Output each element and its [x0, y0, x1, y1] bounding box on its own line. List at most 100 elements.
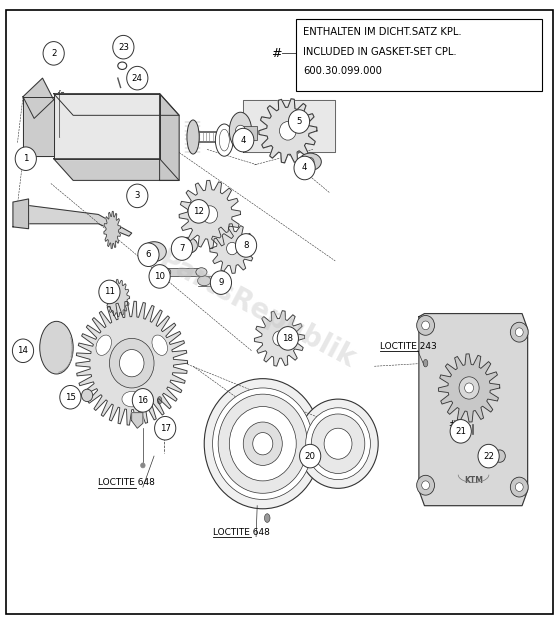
Circle shape	[149, 265, 170, 288]
Circle shape	[132, 389, 154, 412]
Circle shape	[188, 199, 209, 223]
Ellipse shape	[110, 338, 154, 388]
Text: LOCTITE 648: LOCTITE 648	[98, 478, 155, 487]
Text: 21: 21	[455, 427, 466, 436]
Polygon shape	[160, 94, 179, 180]
Ellipse shape	[264, 514, 270, 522]
Ellipse shape	[416, 475, 434, 495]
Ellipse shape	[177, 237, 197, 253]
Ellipse shape	[160, 268, 170, 276]
Text: 15: 15	[65, 392, 76, 402]
Text: 17: 17	[160, 424, 170, 433]
Polygon shape	[23, 97, 54, 156]
Polygon shape	[106, 279, 130, 317]
Circle shape	[99, 280, 120, 304]
Ellipse shape	[82, 389, 93, 402]
Bar	[296, 19, 542, 91]
Ellipse shape	[152, 335, 168, 355]
Circle shape	[294, 156, 315, 179]
Polygon shape	[76, 301, 187, 425]
Text: PartsRepublik: PartsRepublik	[154, 247, 361, 374]
Polygon shape	[54, 94, 179, 116]
Circle shape	[43, 42, 64, 65]
Text: 12: 12	[193, 207, 204, 216]
Text: 10: 10	[154, 272, 165, 281]
Text: 20: 20	[305, 451, 316, 461]
Ellipse shape	[150, 247, 159, 256]
Ellipse shape	[510, 322, 528, 342]
Text: 14: 14	[17, 347, 29, 355]
Ellipse shape	[311, 414, 365, 473]
Text: #: #	[448, 420, 456, 430]
Circle shape	[210, 271, 231, 294]
Ellipse shape	[465, 383, 473, 393]
Text: 9: 9	[218, 278, 224, 287]
Ellipse shape	[253, 433, 273, 455]
Ellipse shape	[158, 397, 162, 404]
Polygon shape	[104, 211, 121, 248]
Text: 8: 8	[243, 241, 249, 250]
Text: ENTHALTEN IM DICHT.SATZ KPL.: ENTHALTEN IM DICHT.SATZ KPL.	[303, 27, 462, 37]
Polygon shape	[419, 314, 528, 505]
Ellipse shape	[229, 407, 296, 481]
Ellipse shape	[96, 335, 111, 355]
Polygon shape	[179, 180, 240, 248]
Text: 7: 7	[179, 244, 184, 253]
Circle shape	[300, 445, 321, 468]
Ellipse shape	[159, 425, 168, 435]
Circle shape	[60, 386, 81, 409]
Text: LOCTITE 648: LOCTITE 648	[212, 528, 269, 537]
Text: 16: 16	[138, 396, 148, 405]
Circle shape	[288, 110, 310, 134]
Ellipse shape	[215, 124, 233, 156]
Ellipse shape	[515, 483, 523, 491]
Ellipse shape	[273, 331, 286, 346]
Circle shape	[127, 66, 148, 90]
Text: 22: 22	[483, 451, 494, 461]
Polygon shape	[259, 99, 317, 163]
Ellipse shape	[40, 321, 73, 374]
Ellipse shape	[280, 122, 296, 140]
Text: 11: 11	[104, 288, 115, 296]
Circle shape	[478, 445, 499, 468]
Ellipse shape	[122, 391, 141, 407]
Ellipse shape	[298, 399, 378, 488]
Text: 3: 3	[135, 191, 140, 201]
Ellipse shape	[229, 112, 252, 150]
Polygon shape	[15, 205, 132, 236]
Polygon shape	[254, 310, 305, 366]
Ellipse shape	[421, 321, 429, 330]
Text: 4: 4	[302, 163, 307, 173]
Circle shape	[171, 237, 192, 260]
Text: 4: 4	[240, 135, 246, 145]
Text: KTM: KTM	[464, 476, 483, 486]
Text: 600.30.099.000: 600.30.099.000	[303, 66, 382, 76]
Ellipse shape	[141, 463, 145, 468]
Ellipse shape	[235, 125, 245, 137]
Polygon shape	[438, 354, 500, 422]
Circle shape	[12, 339, 34, 363]
Ellipse shape	[120, 350, 144, 377]
Ellipse shape	[218, 394, 307, 493]
Ellipse shape	[510, 477, 528, 497]
Circle shape	[277, 327, 299, 350]
Circle shape	[233, 129, 254, 152]
Ellipse shape	[515, 328, 523, 337]
Text: INCLUDED IN GASKET-SET CPL.: INCLUDED IN GASKET-SET CPL.	[303, 47, 457, 57]
Text: 23: 23	[118, 43, 129, 52]
Ellipse shape	[202, 206, 217, 223]
Ellipse shape	[423, 360, 428, 367]
Ellipse shape	[416, 315, 434, 335]
Ellipse shape	[204, 379, 321, 509]
Polygon shape	[23, 78, 54, 119]
Text: LOCTITE 243: LOCTITE 243	[380, 342, 437, 351]
Circle shape	[235, 233, 257, 257]
Ellipse shape	[183, 241, 191, 250]
Circle shape	[138, 243, 159, 266]
Ellipse shape	[324, 428, 352, 459]
Circle shape	[127, 184, 148, 207]
Bar	[243, 127, 257, 140]
Circle shape	[113, 35, 134, 59]
Ellipse shape	[306, 158, 314, 166]
Ellipse shape	[142, 242, 167, 261]
